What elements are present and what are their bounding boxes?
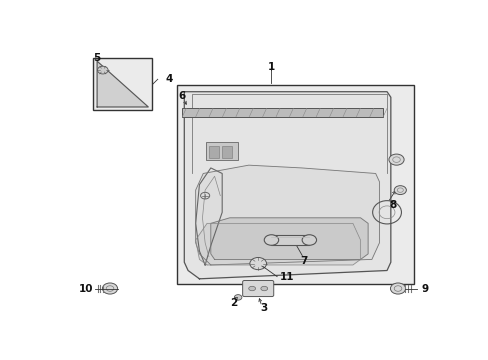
Polygon shape — [195, 223, 360, 265]
Text: 1: 1 — [267, 62, 275, 72]
Text: 11: 11 — [279, 273, 293, 283]
Circle shape — [389, 283, 405, 294]
Polygon shape — [184, 92, 390, 279]
Bar — [182, 108, 383, 117]
Text: 9: 9 — [421, 284, 427, 293]
Polygon shape — [97, 61, 148, 107]
Text: 8: 8 — [388, 201, 396, 210]
Text: 2: 2 — [229, 298, 237, 308]
Circle shape — [264, 235, 278, 245]
Circle shape — [302, 235, 316, 245]
Bar — [176, 85, 413, 284]
Text: 7: 7 — [299, 256, 307, 266]
Polygon shape — [195, 165, 379, 265]
Circle shape — [97, 66, 108, 74]
Circle shape — [102, 283, 117, 294]
Circle shape — [249, 257, 266, 270]
Bar — [205, 142, 238, 160]
FancyBboxPatch shape — [242, 280, 273, 297]
Text: 10: 10 — [79, 284, 93, 293]
Circle shape — [388, 154, 403, 165]
Bar — [209, 147, 218, 158]
Text: 4: 4 — [165, 74, 172, 84]
Bar — [222, 147, 231, 158]
Polygon shape — [210, 218, 367, 260]
Text: 6: 6 — [179, 91, 185, 101]
Bar — [93, 58, 152, 110]
Ellipse shape — [260, 286, 267, 291]
Text: 5: 5 — [93, 53, 101, 63]
Circle shape — [234, 294, 242, 300]
Circle shape — [393, 186, 406, 194]
Text: 3: 3 — [260, 303, 267, 314]
Bar — [271, 235, 309, 245]
Ellipse shape — [248, 286, 255, 291]
